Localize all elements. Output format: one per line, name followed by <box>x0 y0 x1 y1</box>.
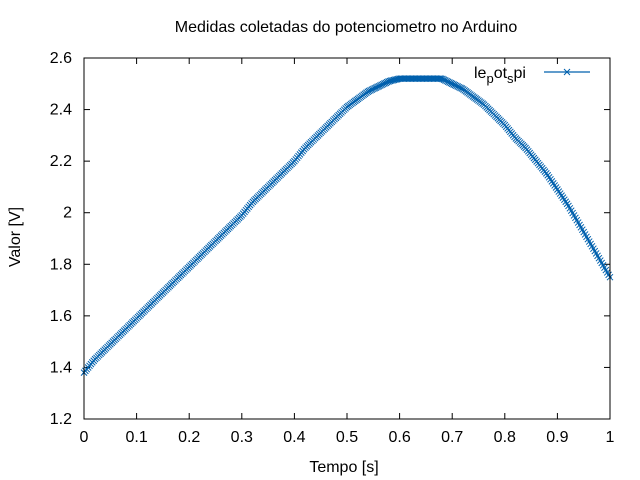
y-tick-label: 2.4 <box>50 102 72 119</box>
plot-frame <box>83 57 611 420</box>
x-tick-label: 0.4 <box>283 429 305 446</box>
axis-ticks: 0 0.1 0.2 0.3 0.4 0.5 0.6 0.7 0.8 0.9 1 1.2 1.4 1.6 1.… <box>50 50 615 446</box>
x-tick-label: 0.2 <box>178 429 200 446</box>
legend-label-base: le <box>474 65 487 82</box>
x-tick-label: 0.3 <box>231 429 253 446</box>
y-tick-label: 1.8 <box>50 256 72 273</box>
x-tick-label: 0.5 <box>336 429 358 446</box>
x-tick-label: 0 <box>80 429 89 446</box>
x-tick-label: 0.8 <box>494 429 516 446</box>
legend-label-end: pi <box>514 65 526 82</box>
x-tick-label: 0.6 <box>388 429 410 446</box>
y-tick-label: 1.4 <box>50 359 72 376</box>
y-tick-label: 2.2 <box>50 153 72 170</box>
legend-x-mark <box>563 68 571 76</box>
y-tick-label: 2 <box>63 205 72 222</box>
data-points <box>80 75 614 376</box>
legend-label-sub1: p <box>486 71 493 86</box>
y-tick-label: 2.6 <box>50 50 72 67</box>
x-tick-label: 1 <box>606 429 615 446</box>
x-tick-label: 0.9 <box>546 429 568 446</box>
x-axis-label: Tempo [s] <box>309 459 378 476</box>
x-tick-label: 0.7 <box>441 429 463 446</box>
legend-label-mid: ot <box>494 65 508 82</box>
y-axis-label: Valor [V] <box>7 207 24 267</box>
chart-title: Medidas coletadas do potenciometro no Ar… <box>175 19 518 36</box>
legend: lepotspi <box>474 65 590 86</box>
legend-marker-icon <box>563 68 571 76</box>
y-tick-label: 1.2 <box>50 411 72 428</box>
legend-label-sub2: s <box>507 71 514 86</box>
data-point <box>436 75 444 82</box>
legend-label: lepotspi <box>474 65 526 86</box>
x-tick-label: 0.1 <box>125 429 147 446</box>
y-tick-label: 1.6 <box>50 308 72 325</box>
